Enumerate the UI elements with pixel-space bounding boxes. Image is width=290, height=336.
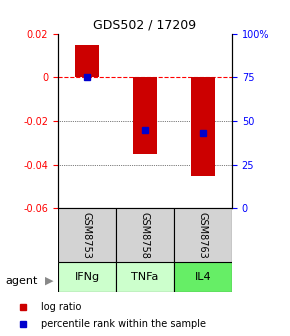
Text: log ratio: log ratio [41,302,81,312]
Bar [133,77,157,154]
Text: TNFa: TNFa [131,272,159,282]
Bar [58,208,116,262]
Bar [191,77,215,175]
Title: GDS502 / 17209: GDS502 / 17209 [93,18,197,31]
Bar [58,262,116,292]
Text: GSM8753: GSM8753 [82,212,92,259]
Bar [174,262,232,292]
Bar [75,44,99,77]
Bar [116,262,174,292]
Text: GSM8758: GSM8758 [140,212,150,259]
Text: ▶: ▶ [45,276,53,286]
Text: GSM8763: GSM8763 [198,212,208,259]
Text: percentile rank within the sample: percentile rank within the sample [41,319,206,329]
Bar [116,208,174,262]
Bar [174,208,232,262]
Text: IFNg: IFNg [75,272,99,282]
Text: IL4: IL4 [195,272,211,282]
Text: agent: agent [6,276,38,286]
